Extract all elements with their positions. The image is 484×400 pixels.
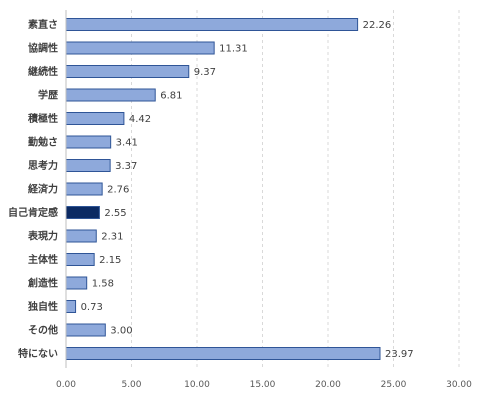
bar	[65, 347, 381, 360]
value-label: 1.58	[92, 279, 114, 290]
value-label: 23.97	[385, 349, 414, 360]
bar	[65, 276, 88, 290]
value-label: 2.31	[101, 232, 123, 243]
bar	[65, 323, 106, 337]
value-label: 22.26	[363, 20, 392, 31]
x-tick-label: 5.00	[121, 380, 141, 390]
category-label: 特にない	[18, 347, 58, 360]
value-label: 9.37	[194, 67, 216, 78]
category-label: 素直さ	[28, 18, 58, 31]
bar	[65, 135, 112, 149]
bar	[65, 112, 125, 125]
category-label: 独自性	[28, 300, 58, 313]
category-label: 創造性	[27, 277, 58, 290]
x-tick-label: 20.00	[315, 380, 341, 390]
axis-layer: 0.00 5.00 10.00 15.00 20.00 25.00 30.00	[56, 10, 472, 390]
bar	[65, 229, 97, 243]
bar	[65, 18, 359, 31]
category-label: 勤勉さ	[28, 136, 58, 149]
value-label: 3.41	[116, 138, 138, 149]
value-label: 2.15	[99, 255, 121, 266]
x-tick-label: 15.00	[250, 380, 276, 390]
category-label: 表現力	[27, 230, 58, 243]
bar	[65, 159, 111, 172]
value-label: 2.55	[104, 208, 126, 219]
value-label: 11.31	[219, 44, 248, 55]
x-tick-label: 25.00	[381, 380, 407, 390]
category-label: 継続性	[28, 65, 58, 78]
category-label: その他	[28, 324, 58, 337]
x-tick-label: 10.00	[184, 380, 210, 390]
x-tick-label: 0.00	[56, 380, 76, 390]
x-tick-label: 30.00	[446, 380, 472, 390]
bar	[65, 41, 215, 55]
category-label: 経済力	[28, 183, 58, 196]
value-label: 2.76	[107, 185, 129, 196]
bar	[65, 206, 100, 219]
bar	[65, 253, 95, 266]
category-label: 協調性	[28, 42, 58, 55]
value-label: 0.73	[81, 302, 103, 313]
bar	[65, 65, 190, 78]
bar	[65, 300, 77, 313]
grid-layer	[131, 10, 460, 368]
category-label: 主体性	[28, 253, 58, 266]
value-label: 3.37	[115, 161, 137, 172]
bar	[65, 182, 103, 196]
category-label: 積極性	[27, 112, 58, 125]
category-label: 学歴	[38, 89, 58, 102]
category-label: 自己肯定感	[8, 206, 58, 219]
value-label: 3.00	[110, 326, 132, 337]
value-label: 4.42	[129, 114, 151, 125]
bar	[65, 88, 156, 102]
category-label: 思考力	[28, 159, 58, 172]
label-layer: 素直さ 22.26 協調性 11.31 継続性 9.37 学歴 6.81 積極性 4.42 勤勉さ 3…	[8, 18, 414, 360]
value-label: 6.81	[160, 91, 182, 102]
